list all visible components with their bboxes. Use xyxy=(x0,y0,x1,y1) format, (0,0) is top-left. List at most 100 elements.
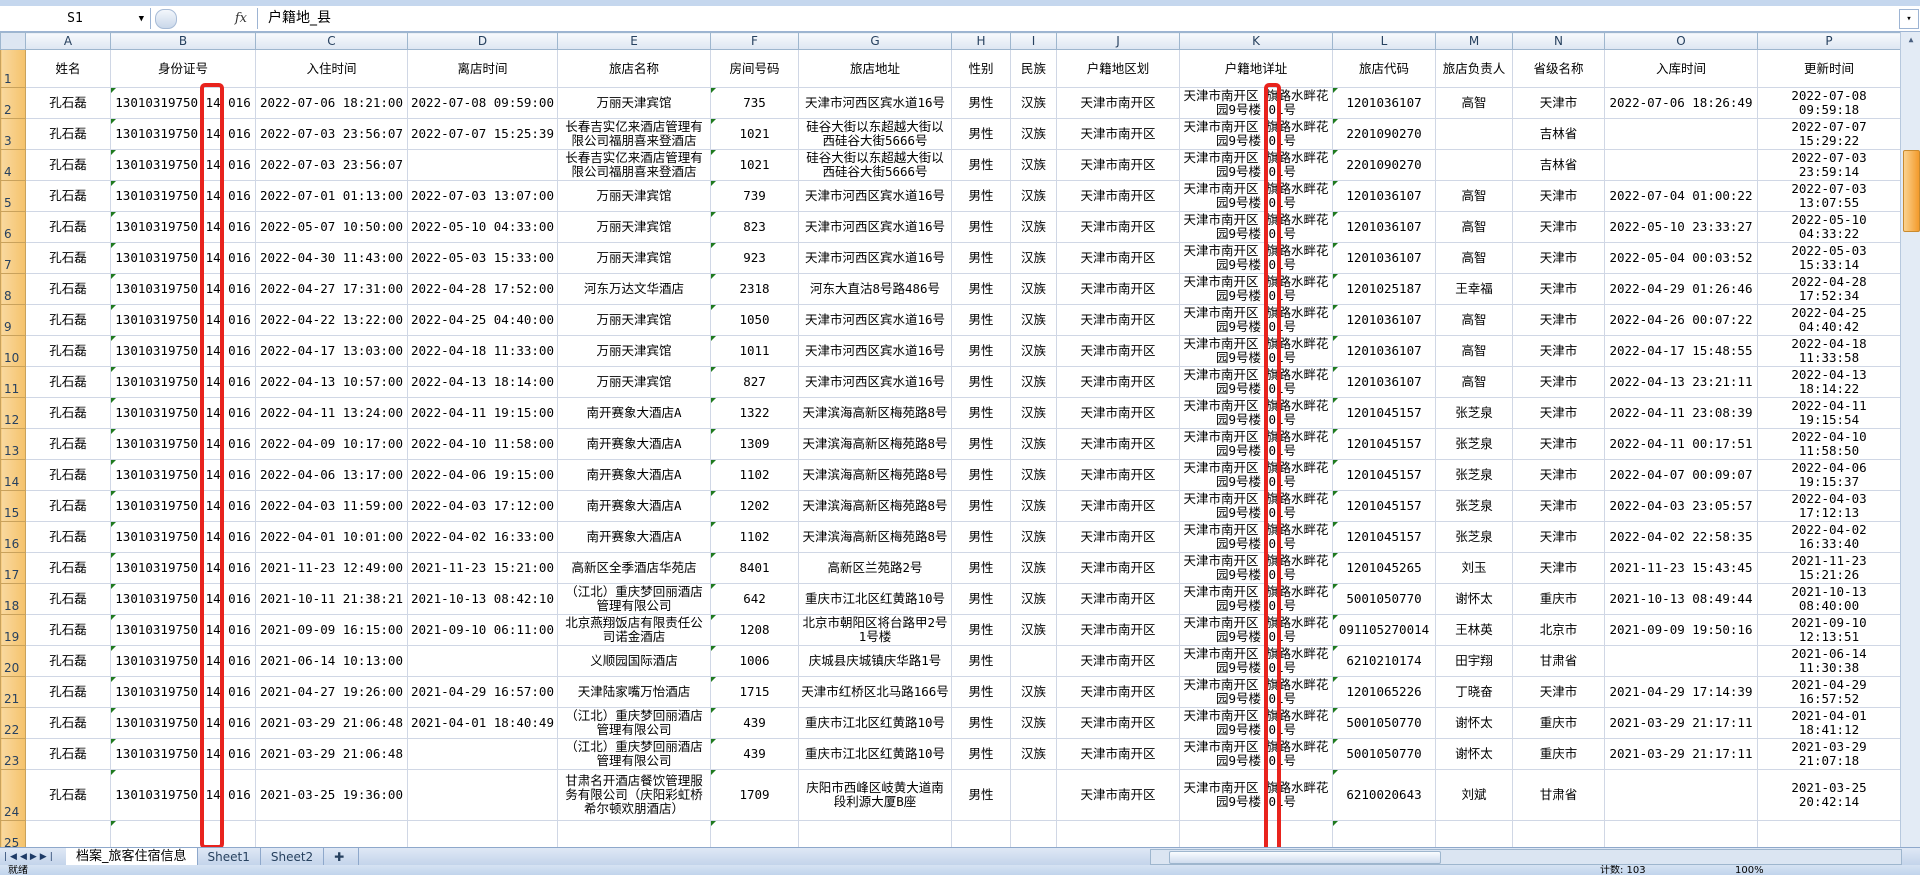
cell-D18[interactable]: 2021-10-13 08:42:10 xyxy=(407,583,558,615)
sheet-nav-arrows-icon[interactable]: |◀◀▶▶| xyxy=(4,852,56,862)
sheet-tab-1[interactable]: Sheet1 xyxy=(198,848,261,866)
cell-O5[interactable]: 2022-07-04 01:00:22 xyxy=(1604,180,1758,212)
column-header-I[interactable]: I xyxy=(1010,32,1057,50)
cell-E4[interactable]: 长春吉实亿来酒店管理有限公司福朋喜来登酒店 xyxy=(557,149,711,181)
cell-G15[interactable]: 天津滨海高新区梅苑路8号 xyxy=(798,490,952,522)
cell-J9[interactable]: 天津市南开区 xyxy=(1056,304,1180,336)
cell-C22[interactable]: 2021-03-29 21:06:48 xyxy=(255,707,408,739)
column-header-M[interactable]: M xyxy=(1435,32,1513,50)
cell-M12[interactable]: 张芝泉 xyxy=(1435,397,1513,429)
cell-J8[interactable]: 天津市南开区 xyxy=(1056,273,1180,305)
cell-B2[interactable]: 13010319750 14 016 xyxy=(110,87,256,119)
row-header-22[interactable]: 22 xyxy=(0,707,26,739)
cell-B14[interactable]: 13010319750 14 016 xyxy=(110,459,256,491)
cell-C2[interactable]: 2022-07-06 18:21:00 xyxy=(255,87,408,119)
cell-M8[interactable]: 王幸福 xyxy=(1435,273,1513,305)
cell-E7[interactable]: 万丽天津宾馆 xyxy=(557,242,711,274)
cell-K24[interactable]: 天津市南开区 旗路水畔花园9号楼 01号 xyxy=(1179,769,1333,821)
cell-M23[interactable]: 谢怀太 xyxy=(1435,738,1513,770)
cell-G20[interactable]: 庆城县庆城镇庆华路1号 xyxy=(798,645,952,677)
cell-K10[interactable]: 天津市南开区 旗路水畔花园9号楼 01号 xyxy=(1179,335,1333,367)
cell-E16[interactable]: 南开赛象大酒店A xyxy=(557,521,711,553)
cell-K8[interactable]: 天津市南开区 旗路水畔花园9号楼 01号 xyxy=(1179,273,1333,305)
cell-H19[interactable]: 男性 xyxy=(951,614,1011,646)
cell-D7[interactable]: 2022-05-03 15:33:00 xyxy=(407,242,558,274)
cell-F4[interactable]: 1021 xyxy=(710,149,799,181)
cell-A7[interactable]: 孔石磊 xyxy=(25,242,111,274)
formula-input[interactable]: 户籍地_县 xyxy=(257,8,1899,29)
cell-K23[interactable]: 天津市南开区 旗路水畔花园9号楼 01号 xyxy=(1179,738,1333,770)
cell-K19[interactable]: 天津市南开区 旗路水畔花园9号楼 01号 xyxy=(1179,614,1333,646)
cell-O24[interactable] xyxy=(1604,769,1758,821)
cell-L14[interactable]: 1201045157 xyxy=(1332,459,1436,491)
cell-D24[interactable] xyxy=(407,769,558,821)
cell-E6[interactable]: 万丽天津宾馆 xyxy=(557,211,711,243)
cell-J7[interactable]: 天津市南开区 xyxy=(1056,242,1180,274)
row-header-10[interactable]: 10 xyxy=(0,335,26,367)
cell-I2[interactable]: 汉族 xyxy=(1010,87,1057,119)
cell-N22[interactable]: 重庆市 xyxy=(1512,707,1605,739)
cell-P9[interactable]: 2022-04-25 04:40:42 xyxy=(1757,304,1900,336)
cell-K11[interactable]: 天津市南开区 旗路水畔花园9号楼 01号 xyxy=(1179,366,1333,398)
cell-J25[interactable] xyxy=(1056,820,1180,847)
cell-I25[interactable] xyxy=(1010,820,1057,847)
row-header-11[interactable]: 11 xyxy=(0,366,26,398)
cell-C17[interactable]: 2021-11-23 12:49:00 xyxy=(255,552,408,584)
cell-B25[interactable] xyxy=(110,820,256,847)
cell-N12[interactable]: 天津市 xyxy=(1512,397,1605,429)
cell-H6[interactable]: 男性 xyxy=(951,211,1011,243)
cell-I17[interactable]: 汉族 xyxy=(1010,552,1057,584)
scroll-up-icon[interactable]: ▲ xyxy=(1908,35,1914,44)
cell-M19[interactable]: 王林英 xyxy=(1435,614,1513,646)
cell-C7[interactable]: 2022-04-30 11:43:00 xyxy=(255,242,408,274)
cell-A8[interactable]: 孔石磊 xyxy=(25,273,111,305)
cell-P17[interactable]: 2021-11-23 15:21:26 xyxy=(1757,552,1900,584)
cell-H20[interactable]: 男性 xyxy=(951,645,1011,677)
cell-B18[interactable]: 13010319750 14 016 xyxy=(110,583,256,615)
cell-G25[interactable] xyxy=(798,820,952,847)
cell-G18[interactable]: 重庆市江北区红黄路10号 xyxy=(798,583,952,615)
cell-O15[interactable]: 2022-04-03 23:05:57 xyxy=(1604,490,1758,522)
cell-D11[interactable]: 2022-04-13 18:14:00 xyxy=(407,366,558,398)
cell-K21[interactable]: 天津市南开区 旗路水畔花园9号楼 01号 xyxy=(1179,676,1333,708)
cell-N18[interactable]: 重庆市 xyxy=(1512,583,1605,615)
cell-A11[interactable]: 孔石磊 xyxy=(25,366,111,398)
cell-G21[interactable]: 天津市红桥区北马路166号 xyxy=(798,676,952,708)
cell-L8[interactable]: 1201025187 xyxy=(1332,273,1436,305)
cell-N17[interactable]: 天津市 xyxy=(1512,552,1605,584)
cell-F9[interactable]: 1050 xyxy=(710,304,799,336)
cell-N20[interactable]: 甘肃省 xyxy=(1512,645,1605,677)
cell-O8[interactable]: 2022-04-29 01:26:46 xyxy=(1604,273,1758,305)
cell-C14[interactable]: 2022-04-06 13:17:00 xyxy=(255,459,408,491)
cell-D4[interactable] xyxy=(407,149,558,181)
cell-L6[interactable]: 1201036107 xyxy=(1332,211,1436,243)
cell-L19[interactable]: 091105270014 xyxy=(1332,614,1436,646)
row-header-2[interactable]: 2 xyxy=(0,87,26,119)
cell-L2[interactable]: 1201036107 xyxy=(1332,87,1436,119)
row-header-4[interactable]: 4 xyxy=(0,149,26,181)
cell-L5[interactable]: 1201036107 xyxy=(1332,180,1436,212)
cell-M16[interactable]: 张芝泉 xyxy=(1435,521,1513,553)
column-header-H[interactable]: H xyxy=(951,32,1011,50)
cell-H12[interactable]: 男性 xyxy=(951,397,1011,429)
cell-D10[interactable]: 2022-04-18 11:33:00 xyxy=(407,335,558,367)
cell-G13[interactable]: 天津滨海高新区梅苑路8号 xyxy=(798,428,952,460)
cell-O7[interactable]: 2022-05-04 00:03:52 xyxy=(1604,242,1758,274)
cell-F6[interactable]: 823 xyxy=(710,211,799,243)
cell-F24[interactable]: 1709 xyxy=(710,769,799,821)
cell-E9[interactable]: 万丽天津宾馆 xyxy=(557,304,711,336)
cell-E17[interactable]: 高新区全季酒店华苑店 xyxy=(557,552,711,584)
cell-K9[interactable]: 天津市南开区 旗路水畔花园9号楼 01号 xyxy=(1179,304,1333,336)
header-cell-I[interactable]: 民族 xyxy=(1010,49,1057,88)
cell-B24[interactable]: 13010319750 14 016 xyxy=(110,769,256,821)
cell-F11[interactable]: 827 xyxy=(710,366,799,398)
cell-L20[interactable]: 6210210174 xyxy=(1332,645,1436,677)
cell-B7[interactable]: 13010319750 14 016 xyxy=(110,242,256,274)
cell-E3[interactable]: 长春吉实亿来酒店管理有限公司福朋喜来登酒店 xyxy=(557,118,711,150)
cell-O16[interactable]: 2022-04-02 22:58:35 xyxy=(1604,521,1758,553)
cell-A4[interactable]: 孔石磊 xyxy=(25,149,111,181)
cell-H23[interactable]: 男性 xyxy=(951,738,1011,770)
cell-D19[interactable]: 2021-09-10 06:11:00 xyxy=(407,614,558,646)
cell-H8[interactable]: 男性 xyxy=(951,273,1011,305)
cell-E11[interactable]: 万丽天津宾馆 xyxy=(557,366,711,398)
